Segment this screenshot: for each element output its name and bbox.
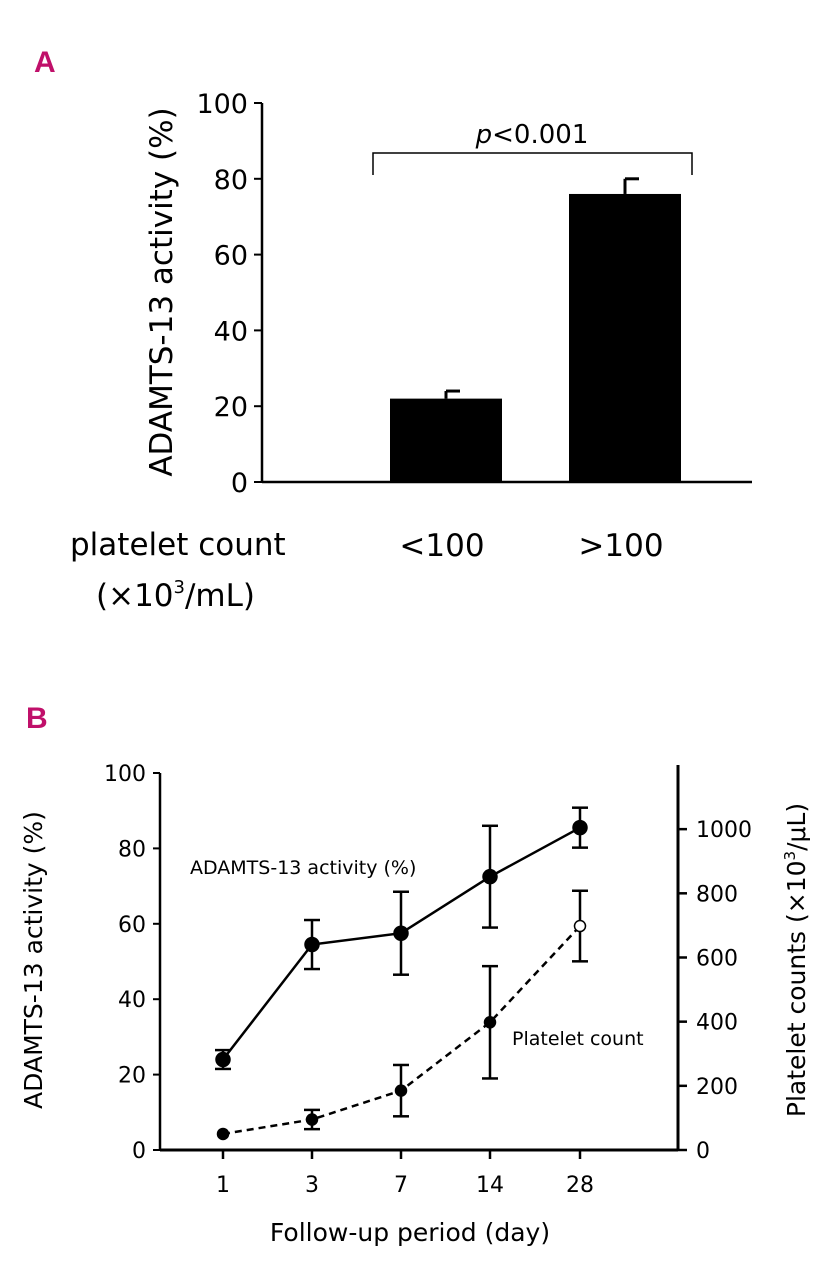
panel-b-right-tick-label-800: 800	[696, 882, 738, 907]
point-platelet-1	[305, 1113, 319, 1126]
x-label-line2-pre: (×10	[96, 578, 174, 614]
panel-b-right-tick-label-0: 0	[696, 1139, 710, 1164]
panel-b-left-tick-label-0: 0	[132, 1139, 146, 1164]
panel-a-category-label-0: <100	[399, 528, 484, 564]
point-platelet-0	[216, 1127, 230, 1141]
point-platelet-3	[483, 1016, 497, 1029]
panel-a-y-tick-label-40: 40	[214, 316, 248, 347]
panel-a-y-tick-label-0: 0	[231, 468, 248, 499]
panel-b-x-tick-label-14: 14	[476, 1173, 504, 1198]
panel-a-y-tick-label-80: 80	[214, 165, 248, 196]
panel-b-left-tick-label-20: 20	[118, 1064, 146, 1089]
point-adamts13-3	[482, 868, 498, 885]
p-value-text: <0.001	[492, 120, 588, 150]
panel-a-x-axis-label-line2: (×103/mL)	[96, 577, 255, 614]
panel-b-x-tick-label-28: 28	[566, 1173, 594, 1198]
panel-b-series	[215, 806, 588, 1141]
panel-a-significance-bracket	[372, 152, 693, 175]
panel-a-y-tick-label-60: 60	[214, 241, 248, 272]
panel-a-x-axis-label-line1: platelet count	[70, 527, 286, 563]
panel-a-y-axis-label: ADAMTS-13 activity (%)	[144, 107, 180, 476]
panel-b-left-ticks: 0 20 40 60 80 100	[104, 762, 160, 1164]
right-label-pre: Platelet counts (×10	[782, 860, 811, 1117]
panel-a-bar-1	[569, 193, 681, 482]
panel-a-y-tick-label-100: 100	[196, 89, 248, 120]
panel-b-left-tick-label-100: 100	[104, 762, 146, 787]
panel-b-left-tick-label-80: 80	[118, 837, 146, 862]
series-label-adamts13: ADAMTS-13 activity (%)	[190, 857, 416, 879]
panel-b-x-ticks: 1 3 7 14 28	[216, 1150, 594, 1198]
panel-b-x-tick-label-3: 3	[305, 1173, 319, 1198]
panel-b-right-tick-label-400: 400	[696, 1011, 738, 1036]
panel-b-right-ticks: 0 200 400 600 800 1000	[678, 818, 752, 1164]
point-adamts13-4	[572, 819, 588, 836]
panel-b-letter: B	[26, 702, 48, 735]
point-adamts13-1	[304, 936, 320, 953]
panel-b-left-tick-label-40: 40	[118, 988, 146, 1013]
panel-a-category-label-1: >100	[578, 528, 663, 564]
panel-a-bar-0	[390, 398, 502, 482]
right-label-post: /μL)	[782, 803, 811, 851]
right-label-sup: 3	[781, 851, 799, 861]
series-label-platelet-count: Platelet count	[512, 1028, 644, 1050]
panel-b-left-axis-label: ADAMTS-13 activity (%)	[19, 811, 48, 1109]
point-platelet-4	[573, 919, 587, 933]
panel-a-x-tick-labels: <100 >100	[399, 528, 663, 564]
panel-a-y-tick-label-20: 20	[214, 392, 248, 423]
x-label-line2-sup: 3	[174, 577, 185, 598]
panel-b-x-axis-label: Follow-up period (day)	[270, 1218, 550, 1247]
panel-b-left-tick-label-60: 60	[118, 913, 146, 938]
panel-b-right-tick-label-1000: 1000	[696, 818, 752, 843]
panel-b-x-tick-label-1: 1	[216, 1173, 230, 1198]
panel-b-right-tick-label-200: 200	[696, 1075, 738, 1100]
panel-b-line-chart: B 0 20 40 60 80 100 0 200 400 600 800 1000 1 3 7 14 28…	[19, 702, 811, 1247]
panel-b-x-tick-label-7: 7	[394, 1173, 408, 1198]
p-value-italic-p: p	[475, 120, 493, 150]
panel-a-y-ticks: 0 20 40 60 80 100	[196, 89, 262, 499]
panel-b-right-tick-label-600: 600	[696, 946, 738, 971]
panel-a-p-value: p<0.001	[475, 120, 589, 150]
panel-a-bars	[390, 177, 681, 482]
point-adamts13-0	[215, 1051, 231, 1068]
point-platelet-2	[394, 1084, 408, 1097]
x-label-line2-post: /mL)	[185, 578, 255, 614]
panel-a-bar-chart: A 0 20 40 60 80 100 <100 >100 ADAMTS-13 activi…	[34, 46, 752, 614]
point-adamts13-2	[393, 925, 409, 941]
panel-a-letter: A	[34, 46, 56, 79]
panel-b-right-axis-label: Platelet counts (×103/μL)	[781, 803, 811, 1117]
